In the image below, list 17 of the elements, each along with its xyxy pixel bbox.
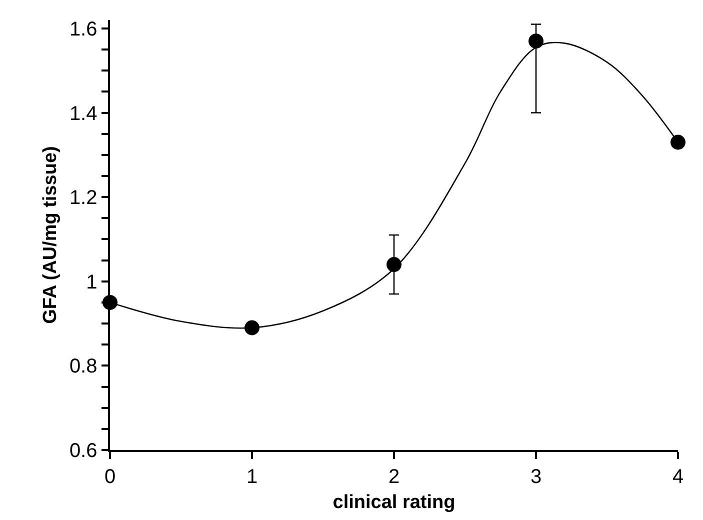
y-tick-label: 1.2 [69, 187, 98, 210]
y-tick-label: 0.6 [69, 440, 98, 462]
x-tick-label: 2 [388, 466, 400, 488]
y-tick-label: 1.4 [69, 102, 98, 125]
point [386, 257, 402, 272]
point [528, 34, 544, 49]
point [244, 320, 260, 336]
y-axis-title: GFA (AU/mg tissue) [40, 146, 61, 324]
x-tick-label: 0 [104, 466, 116, 488]
y-tick-label: 0.8 [69, 356, 98, 378]
x-tick-label: 1 [246, 466, 258, 488]
x-tick-label: 4 [672, 466, 684, 488]
x-tick-label: 3 [530, 466, 542, 488]
point [670, 134, 686, 150]
y-tick-label: 1.6 [69, 18, 98, 40]
y-tick-label: 1 [86, 271, 98, 294]
x-axis-title: clinical rating [332, 492, 456, 514]
